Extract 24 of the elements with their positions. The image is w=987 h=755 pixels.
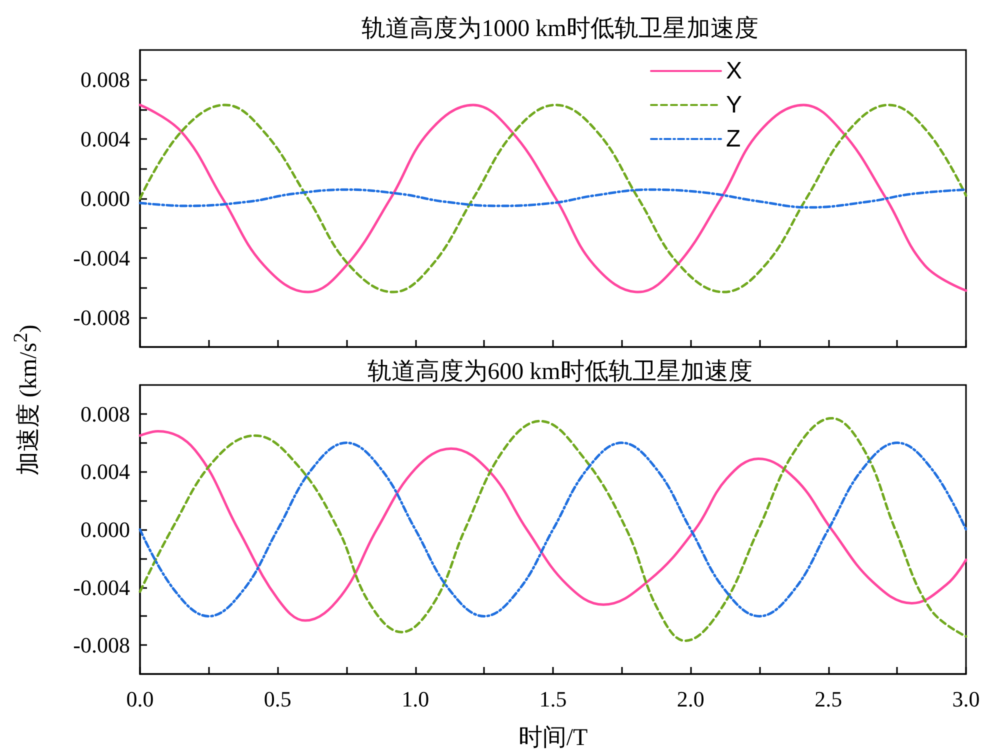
y-tick-label: 0.000 — [80, 186, 130, 211]
y-tick-label: 0.008 — [80, 67, 130, 92]
legend-label: X — [726, 58, 742, 84]
x-tick-label: 0.0 — [126, 686, 154, 712]
legend-label: Z — [726, 126, 741, 152]
chart-title: 轨道高度为600 km时低轨卫星加速度 — [368, 358, 752, 385]
x-tick-label: 3.0 — [952, 686, 980, 712]
y-tick-label: -0.004 — [73, 574, 130, 600]
y-tick-label: -0.004 — [73, 245, 130, 270]
y-tick-label: -0.008 — [73, 304, 130, 330]
y-tick-label: 0.008 — [80, 401, 130, 426]
x-axis-title: 时间/T — [518, 725, 588, 751]
x-tick-label: 1.5 — [539, 686, 567, 712]
y-tick-label: 0.004 — [80, 459, 130, 484]
y-tick-label: 0.000 — [80, 517, 130, 542]
y-tick-label: -0.008 — [73, 632, 130, 658]
x-tick-label: 0.5 — [264, 686, 292, 712]
chart-title: 轨道高度为1000 km时低轨卫星加速度 — [362, 15, 758, 42]
legend-label: Y — [726, 92, 742, 118]
x-tick-label: 2.5 — [814, 686, 842, 712]
line-series — [138, 188, 968, 209]
x-tick-label: 1.0 — [402, 686, 430, 712]
y-tick-label: 0.004 — [80, 126, 130, 152]
x-tick-label: 2.0 — [676, 686, 704, 712]
